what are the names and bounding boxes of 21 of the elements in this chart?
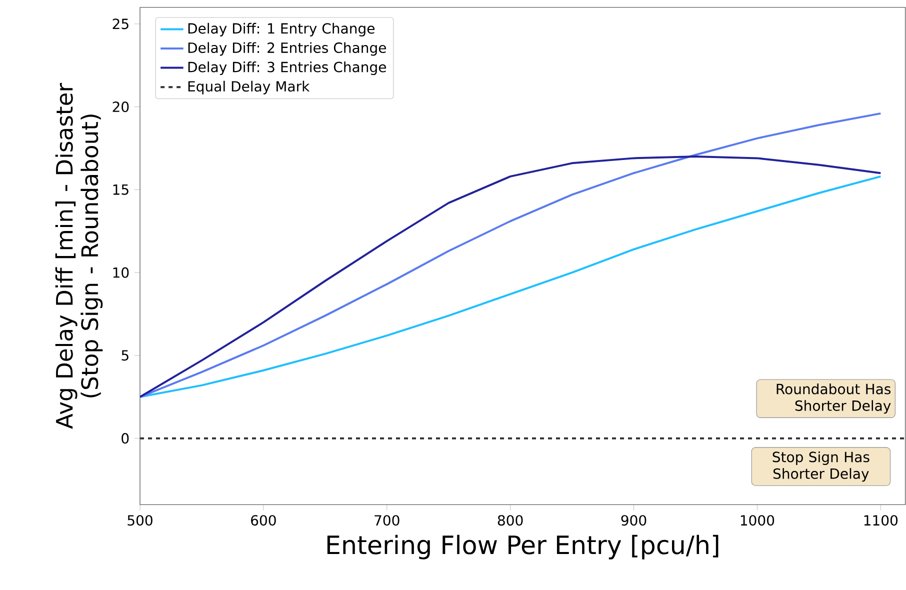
x-tick-label: 1100 bbox=[864, 515, 898, 526]
y-axis-title: Avg Delay Diff [min] - Disaster (Stop Sign - Roundabout) bbox=[55, 82, 103, 429]
legend-label: Delay Diff: 2 Entries Change bbox=[188, 42, 386, 56]
y-tick-label: 0 bbox=[122, 433, 129, 444]
x-tick-label: 1000 bbox=[740, 515, 774, 526]
annotation: Stop Sign Has Shorter Delay bbox=[772, 451, 870, 482]
y-tick-label: 5 bbox=[122, 350, 128, 361]
x-tick-label: 900 bbox=[621, 515, 646, 526]
legend-label: Delay Diff: 3 Entries Change bbox=[188, 62, 386, 76]
legend-label: Equal Delay Mark bbox=[188, 80, 310, 94]
x-tick-label: 500 bbox=[128, 515, 152, 526]
legend-label: Delay Diff: 1 Entry Change bbox=[188, 22, 374, 36]
x-tick-label: 800 bbox=[498, 515, 523, 526]
y-tick-label: 20 bbox=[112, 102, 129, 112]
x-axis-title: Entering Flow Per Entry [pcu/h] bbox=[327, 534, 718, 560]
x-tick-label: 600 bbox=[251, 515, 276, 526]
x-tick-label: 700 bbox=[374, 515, 400, 526]
y-tick-label: 10 bbox=[113, 267, 129, 278]
y-tick-label: 25 bbox=[112, 18, 128, 30]
y-tick-label: 15 bbox=[113, 184, 128, 195]
annotation: Roundabout Has Shorter Delay bbox=[776, 383, 891, 414]
